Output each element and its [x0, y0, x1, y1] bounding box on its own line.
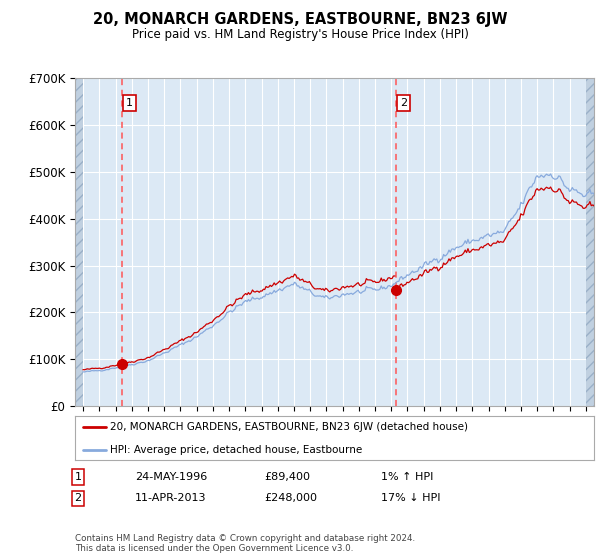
Text: 1% ↑ HPI: 1% ↑ HPI [381, 472, 433, 482]
Text: 20, MONARCH GARDENS, EASTBOURNE, BN23 6JW: 20, MONARCH GARDENS, EASTBOURNE, BN23 6J… [93, 12, 507, 27]
Text: HPI: Average price, detached house, Eastbourne: HPI: Average price, detached house, East… [110, 445, 362, 455]
Text: 2: 2 [400, 98, 407, 108]
Text: Price paid vs. HM Land Registry's House Price Index (HPI): Price paid vs. HM Land Registry's House … [131, 28, 469, 41]
Text: 1: 1 [126, 98, 133, 108]
Text: 1: 1 [74, 472, 82, 482]
Text: 20, MONARCH GARDENS, EASTBOURNE, BN23 6JW (detached house): 20, MONARCH GARDENS, EASTBOURNE, BN23 6J… [110, 422, 468, 432]
Text: 17% ↓ HPI: 17% ↓ HPI [381, 493, 440, 503]
Text: 2: 2 [74, 493, 82, 503]
Text: 24-MAY-1996: 24-MAY-1996 [135, 472, 207, 482]
Text: £248,000: £248,000 [264, 493, 317, 503]
Bar [75, 78, 83, 406]
Text: 11-APR-2013: 11-APR-2013 [135, 493, 206, 503]
Bar [586, 78, 594, 406]
Text: £89,400: £89,400 [264, 472, 310, 482]
Text: Contains HM Land Registry data © Crown copyright and database right 2024.
This d: Contains HM Land Registry data © Crown c… [75, 534, 415, 553]
